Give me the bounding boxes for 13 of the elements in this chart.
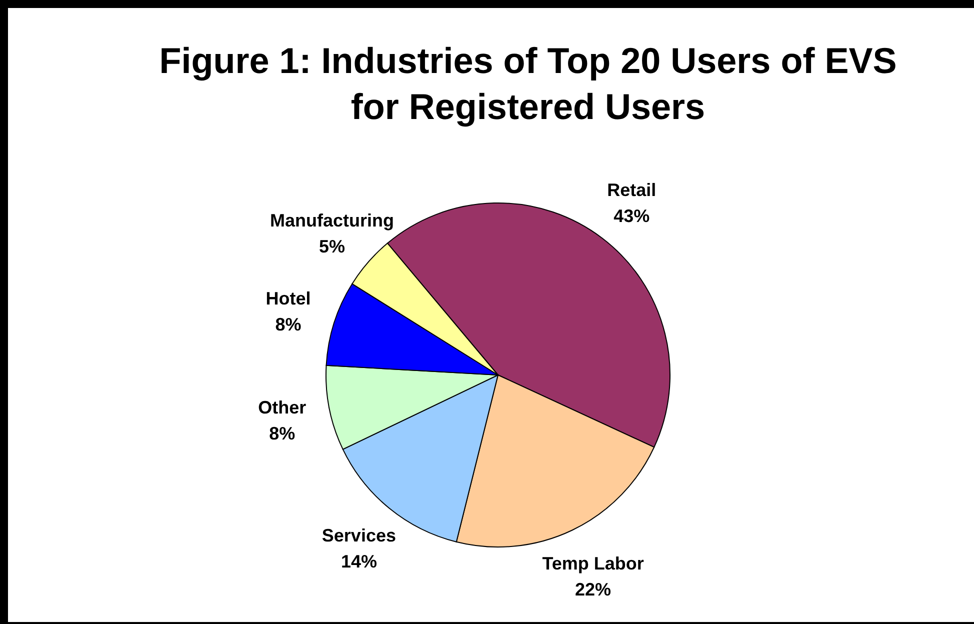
data-label: 8% [275, 314, 302, 334]
data-label: 22% [575, 579, 612, 600]
data-label: 5% [318, 236, 345, 257]
slice-label: Other [258, 398, 306, 418]
data-label: 8% [269, 424, 296, 444]
slice-label: Temp Labor [542, 553, 644, 574]
data-label: 43% [614, 206, 650, 226]
data-label: 14% [340, 551, 377, 572]
slice-label: Manufacturing [270, 210, 394, 231]
slice-label: Retail [607, 180, 656, 200]
chart-title: Figure 1: Industries of Top 20 Users of EVS for Registered Users [158, 39, 898, 129]
slice-label: Hotel [266, 288, 311, 308]
slice-label: Services [322, 525, 396, 546]
